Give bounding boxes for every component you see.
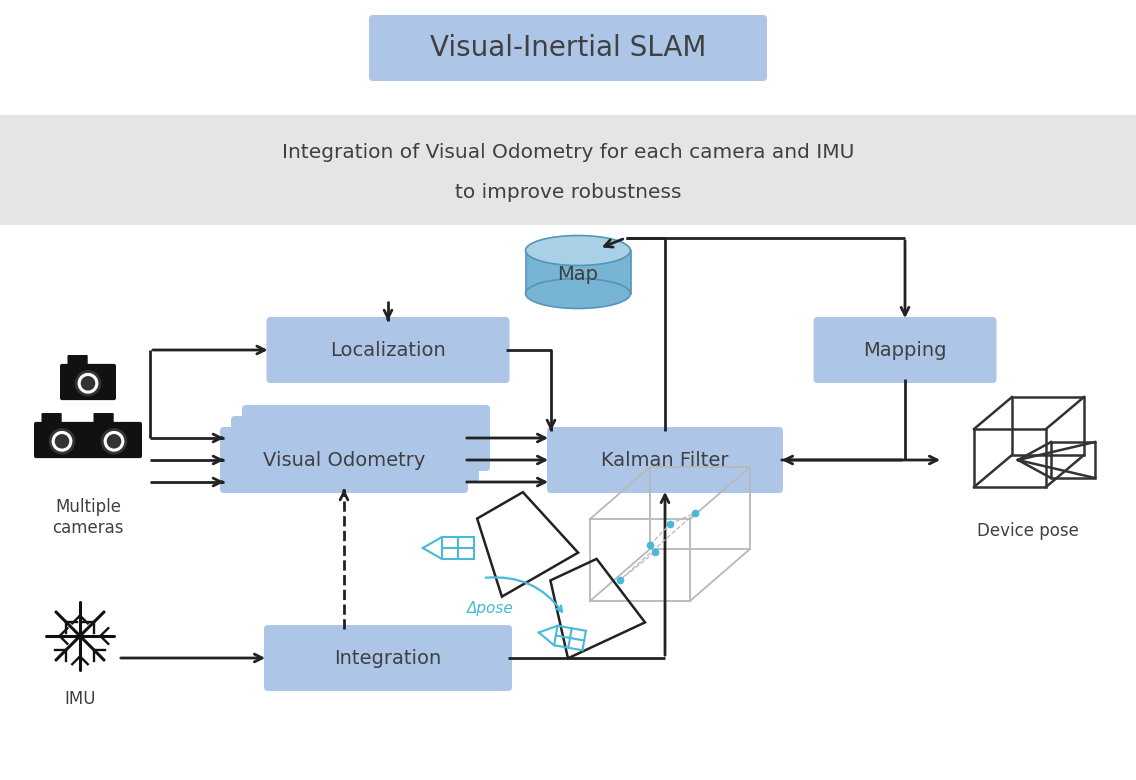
Text: Localization: Localization (331, 341, 445, 360)
FancyBboxPatch shape (86, 422, 142, 458)
Circle shape (100, 427, 128, 456)
FancyBboxPatch shape (242, 405, 490, 471)
Text: Map: Map (558, 265, 599, 285)
Bar (0, 115, 1136, 225)
Ellipse shape (526, 278, 630, 309)
FancyBboxPatch shape (369, 15, 767, 81)
FancyBboxPatch shape (267, 317, 510, 383)
Circle shape (77, 373, 99, 394)
FancyBboxPatch shape (60, 364, 116, 400)
Text: Mapping: Mapping (863, 341, 946, 360)
Circle shape (51, 431, 73, 452)
FancyBboxPatch shape (67, 355, 87, 367)
Text: Δpose: Δpose (467, 601, 513, 615)
FancyBboxPatch shape (34, 422, 90, 458)
Text: to improve robustness: to improve robustness (454, 183, 682, 201)
Ellipse shape (526, 236, 630, 265)
Circle shape (103, 431, 125, 452)
FancyBboxPatch shape (264, 625, 512, 691)
Circle shape (74, 369, 102, 398)
FancyBboxPatch shape (42, 413, 61, 425)
FancyBboxPatch shape (548, 427, 783, 493)
FancyBboxPatch shape (93, 413, 114, 425)
Text: Multiple
cameras: Multiple cameras (52, 498, 124, 537)
Circle shape (48, 427, 76, 456)
FancyBboxPatch shape (813, 317, 996, 383)
Bar (526, 250, 630, 293)
FancyBboxPatch shape (231, 416, 479, 482)
Text: IMU: IMU (65, 690, 95, 708)
Text: Device pose: Device pose (977, 522, 1079, 540)
FancyBboxPatch shape (220, 427, 468, 493)
Text: Kalman Filter: Kalman Filter (601, 451, 729, 470)
Circle shape (107, 434, 122, 448)
Text: Integration: Integration (334, 648, 442, 668)
Text: Visual Odometry: Visual Odometry (262, 451, 425, 470)
Circle shape (81, 376, 95, 391)
Text: Visual-Inertial SLAM: Visual-Inertial SLAM (429, 34, 707, 62)
Text: Integration of Visual Odometry for each camera and IMU: Integration of Visual Odometry for each … (282, 143, 854, 161)
Circle shape (55, 434, 69, 448)
